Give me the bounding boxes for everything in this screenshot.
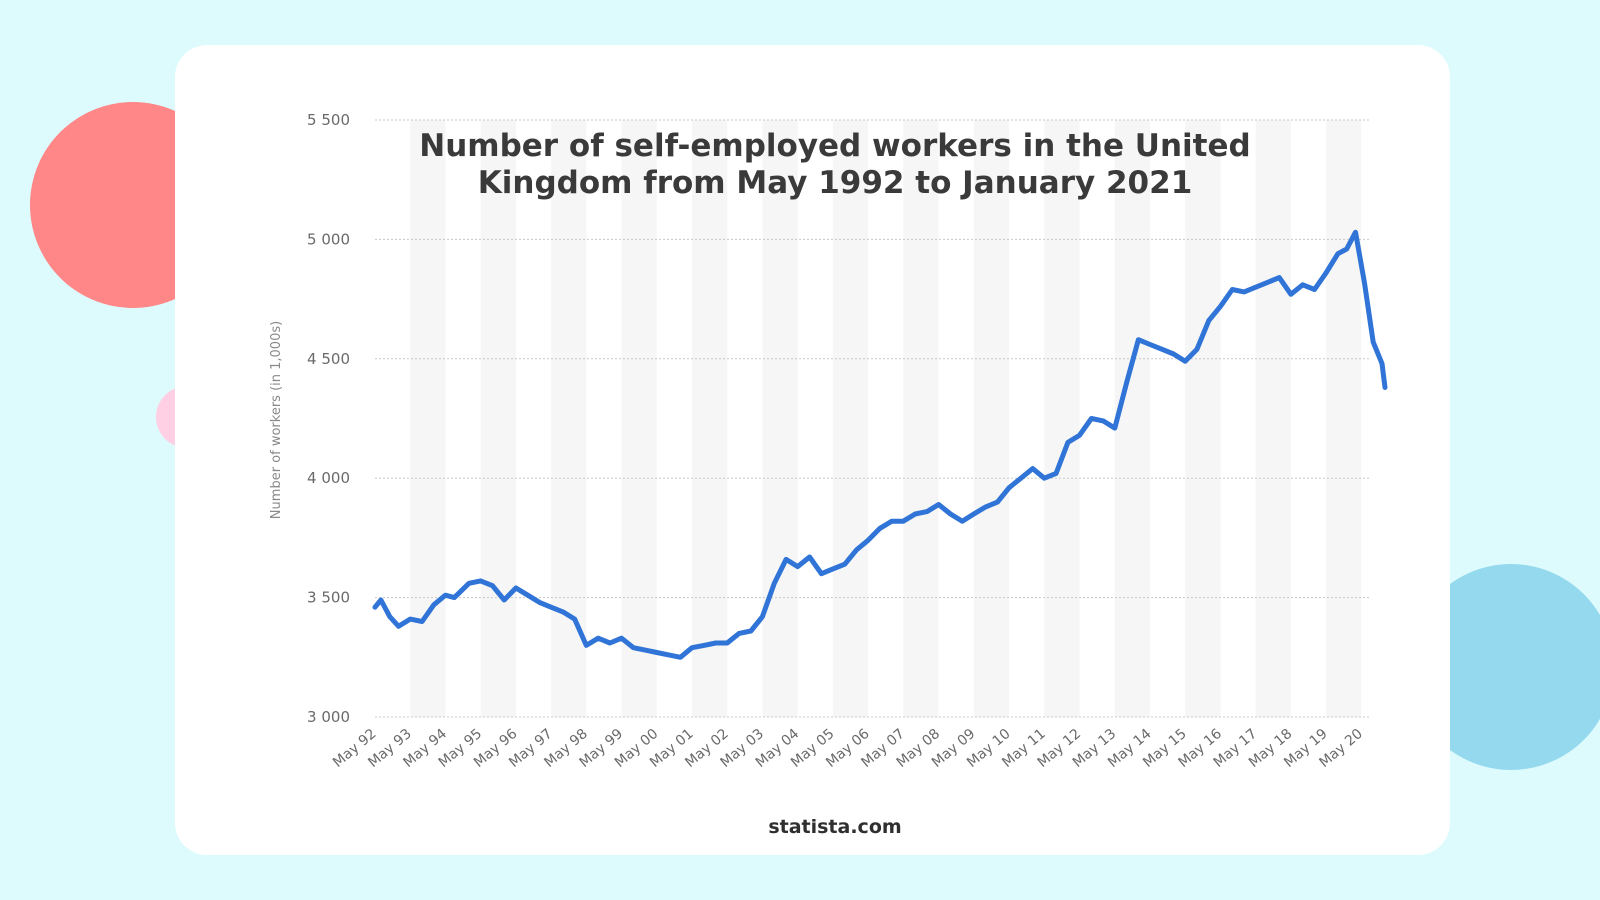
chart-title: Number of self-employed workers in the U… — [419, 128, 1251, 201]
chart-card — [175, 45, 1450, 855]
y-tick-label: 5 500 — [307, 111, 350, 129]
y-tick-labels: 3 000 3 500 4 000 4 500 5 000 5 500 — [307, 111, 350, 726]
series-group — [372, 229, 1388, 660]
year-band — [1044, 120, 1080, 717]
series-line — [372, 229, 1388, 660]
year-band — [621, 120, 657, 717]
year-band — [692, 120, 728, 717]
year-band — [973, 120, 1010, 717]
year-band — [480, 120, 516, 717]
year-band — [832, 120, 869, 717]
y-tick-label: 5 000 — [307, 230, 350, 248]
y-tick-label: 3 500 — [307, 589, 350, 607]
y-tick-label: 4 000 — [307, 469, 350, 487]
y-tick-label: 3 000 — [307, 708, 350, 726]
y-tick-label: 4 500 — [307, 350, 350, 368]
year-band — [1255, 120, 1291, 717]
year-band — [1185, 120, 1221, 717]
year-band — [762, 120, 798, 717]
column-bands — [410, 120, 1362, 717]
year-band — [1114, 120, 1150, 717]
y-axis-label: Number of workers (in 1,000s) — [269, 321, 284, 519]
gridlines — [375, 119, 1370, 718]
year-band — [410, 120, 446, 717]
year-band — [1326, 120, 1362, 717]
source-label: statista.com — [768, 816, 902, 838]
year-band — [903, 120, 939, 717]
